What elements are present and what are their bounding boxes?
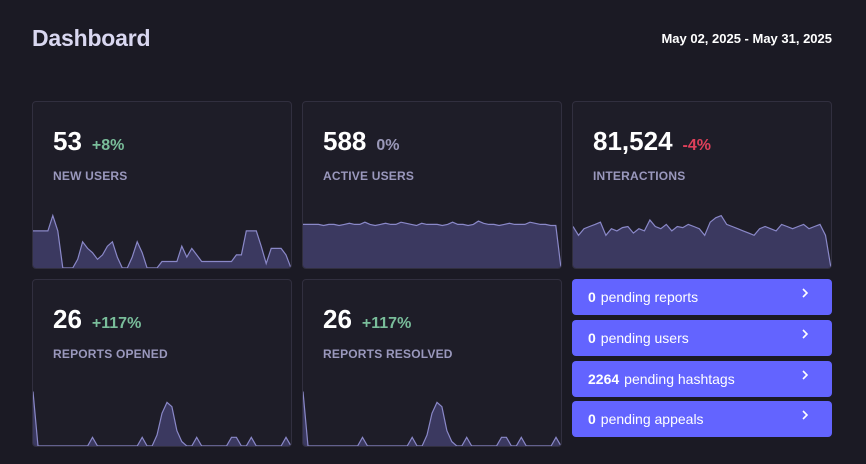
pending-appeals-button[interactable]: 0 pending appeals <box>572 401 832 437</box>
sparkline-chart <box>33 391 291 446</box>
chevron-right-icon <box>802 370 809 380</box>
pending-label: pending appeals <box>600 411 704 427</box>
pending-count: 0 <box>588 330 596 346</box>
metric-label: NEW USERS <box>53 169 128 183</box>
sparkline-area <box>33 391 291 446</box>
pending-reports-button[interactable]: 0 pending reports <box>572 279 832 315</box>
metric-card-reports-resolved[interactable]: 26 +117% REPORTS RESOLVED <box>302 279 562 447</box>
pending-label: pending hashtags <box>624 371 735 387</box>
metric-label: REPORTS OPENED <box>53 347 168 361</box>
metric-change: +117% <box>91 315 142 332</box>
sparkline-line <box>33 213 291 268</box>
metric-change: -4% <box>682 137 711 154</box>
metric-label: INTERACTIONS <box>593 169 686 183</box>
metric-label: ACTIVE USERS <box>323 169 415 183</box>
pending-count: 0 <box>588 289 596 305</box>
date-range[interactable]: May 02, 2025 - May 31, 2025 <box>661 31 832 46</box>
metric-label: REPORTS RESOLVED <box>323 347 453 361</box>
sparkline-line <box>573 214 831 268</box>
metric-value: 81,524 <box>593 126 673 156</box>
pending-users-button[interactable]: 0 pending users <box>572 320 832 356</box>
chevron-right-icon <box>802 329 809 339</box>
metric-change: +8% <box>91 137 125 154</box>
sparkline-chart <box>303 391 561 446</box>
metric-value: 26 <box>323 304 352 334</box>
sparkline-chart <box>573 214 831 268</box>
sparkline-chart <box>303 220 561 268</box>
pending-label: pending reports <box>600 289 699 305</box>
pending-label: pending users <box>600 330 689 346</box>
chevron-right-icon <box>802 410 809 420</box>
metric-value: 53 <box>53 126 82 156</box>
sparkline-chart <box>33 213 291 268</box>
metric-value: 26 <box>53 304 82 334</box>
sparkline-line <box>303 220 561 268</box>
metric-card-active-users[interactable]: 588 0% ACTIVE USERS <box>302 101 562 269</box>
sparkline-area <box>573 215 831 268</box>
metric-card-new-users[interactable]: 53 +8% NEW USERS <box>32 101 292 269</box>
sparkline-line <box>33 391 291 446</box>
sparkline-area <box>303 391 561 446</box>
metric-change: +117% <box>361 315 412 332</box>
pending-count: 0 <box>588 411 596 427</box>
chevron-right-icon <box>802 288 809 298</box>
pending-count: 2264 <box>588 371 620 387</box>
page-title: Dashboard <box>32 25 151 51</box>
metric-card-interactions[interactable]: 81,524 -4% INTERACTIONS <box>572 101 832 269</box>
metric-change: 0% <box>376 137 400 154</box>
sparkline-line <box>303 391 561 446</box>
sparkline-area <box>303 221 561 268</box>
metric-value: 588 <box>323 126 367 156</box>
metric-card-reports-opened[interactable]: 26 +117% REPORTS OPENED <box>32 279 292 447</box>
pending-hashtags-button[interactable]: 2264 pending hashtags <box>572 361 832 397</box>
sparkline-area <box>33 215 291 268</box>
